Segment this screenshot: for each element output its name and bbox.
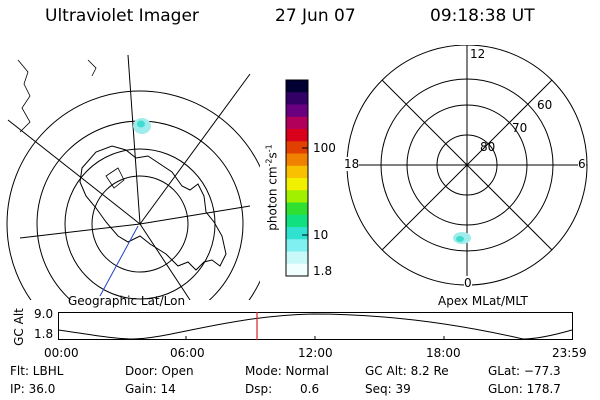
filter-info: Flt: LBHL: [10, 364, 64, 378]
track-line: [99, 225, 139, 297]
meridian: [19, 223, 141, 239]
colorbar: [285, 79, 309, 277]
colorbar-band: [286, 80, 308, 93]
mlt-diagonal: [381, 79, 553, 251]
mode-info: Mode: Normal: [245, 364, 329, 378]
colorbar-band: [286, 251, 308, 265]
date-label: 27 Jun 07: [275, 6, 356, 26]
colorbar-band: [286, 227, 308, 240]
unit-exp1: -2: [264, 158, 274, 167]
altitude-ytick-9: 9.0: [34, 307, 54, 321]
mlt-label-12: 12: [470, 47, 486, 61]
meridian: [7, 119, 141, 225]
landmass-coastline: [17, 59, 31, 133]
colorbar-tick-10: 10: [313, 228, 329, 242]
meridian: [127, 54, 141, 225]
mlt-label-6: 6: [578, 157, 586, 171]
altitude-plot: [58, 312, 573, 340]
gain-info: Gain: 14: [125, 382, 176, 396]
dsp-info-value: 0.6: [300, 382, 320, 396]
coast-detail: [105, 167, 125, 189]
altitude-curve: [58, 313, 573, 340]
mlt-label-0: 0: [464, 276, 472, 290]
glat-info: GLat: −77.3: [488, 364, 561, 378]
altitude-frame: [58, 312, 573, 340]
glon-info: GLon: 178.7: [488, 382, 561, 396]
unit-exp2: -1: [264, 144, 274, 153]
aurora-core-mlt: [456, 236, 464, 242]
mlat-mlt-plot: [346, 45, 588, 286]
apex-label: Apex MLat/MLT: [438, 294, 528, 308]
colorbar-band: [286, 92, 308, 105]
colorbar-band: [286, 239, 308, 252]
mlat-label-60: 60: [537, 98, 553, 112]
antarctica-coastline: [79, 145, 227, 271]
unit-base: photon cm: [265, 166, 280, 231]
colorbar-unit-label: photon cm-2s-1: [265, 128, 280, 248]
colorbar-band: [286, 153, 308, 167]
altitude-ytick-1-8: 1.8: [34, 327, 54, 341]
colorbar-band: [286, 214, 308, 228]
lat-circle: [6, 90, 260, 300]
ip-info: IP: 36.0: [10, 382, 56, 396]
xtick-1200: 12:00: [298, 346, 333, 360]
island-coastline: [87, 59, 97, 77]
meridian: [139, 205, 251, 225]
gc-alt-info: GC Alt: 8.2 Re: [365, 364, 449, 378]
mlat-label-70: 70: [512, 121, 528, 135]
xtick-1800: 18:00: [426, 346, 461, 360]
colorbar-band: [286, 190, 308, 203]
colorbar-tick-1-8: 1.8: [313, 264, 333, 278]
colorbar-tick-100: 100: [313, 141, 336, 155]
lat-circle: [91, 175, 189, 273]
mlat-label-80: 80: [480, 140, 496, 154]
colorbar-band: [286, 141, 308, 154]
colorbar-band: [286, 129, 308, 142]
mlt-label-18: 18: [344, 157, 360, 171]
aurora-core: [137, 120, 145, 128]
seq-info: Seq: 39: [365, 382, 411, 396]
altitude-ylabel: GC Alt: [11, 308, 26, 346]
meridian: [139, 223, 191, 300]
xtick-2359: 23:59: [552, 346, 587, 360]
geographic-label: Geographic Lat/Lon: [68, 294, 186, 308]
lat-circle: [36, 120, 244, 300]
colorbar-band: [286, 165, 308, 179]
xtick-0600: 06:00: [170, 346, 205, 360]
unit-mid: s: [265, 152, 280, 159]
colorbar-band: [286, 104, 308, 118]
colorbar-band: [286, 202, 308, 216]
meridian: [139, 73, 251, 225]
colorbar-band: [286, 116, 308, 130]
xtick-0000: 00:00: [44, 346, 79, 360]
door-info: Door: Open: [125, 364, 194, 378]
instrument-title: Ultraviolet Imager: [45, 6, 199, 26]
colorbar-band: [286, 263, 308, 277]
colorbar-band: [286, 178, 308, 191]
time-label: 09:18:38 UT: [430, 6, 535, 26]
dsp-info-label: Dsp:: [245, 382, 273, 396]
geographic-map: [6, 54, 260, 300]
